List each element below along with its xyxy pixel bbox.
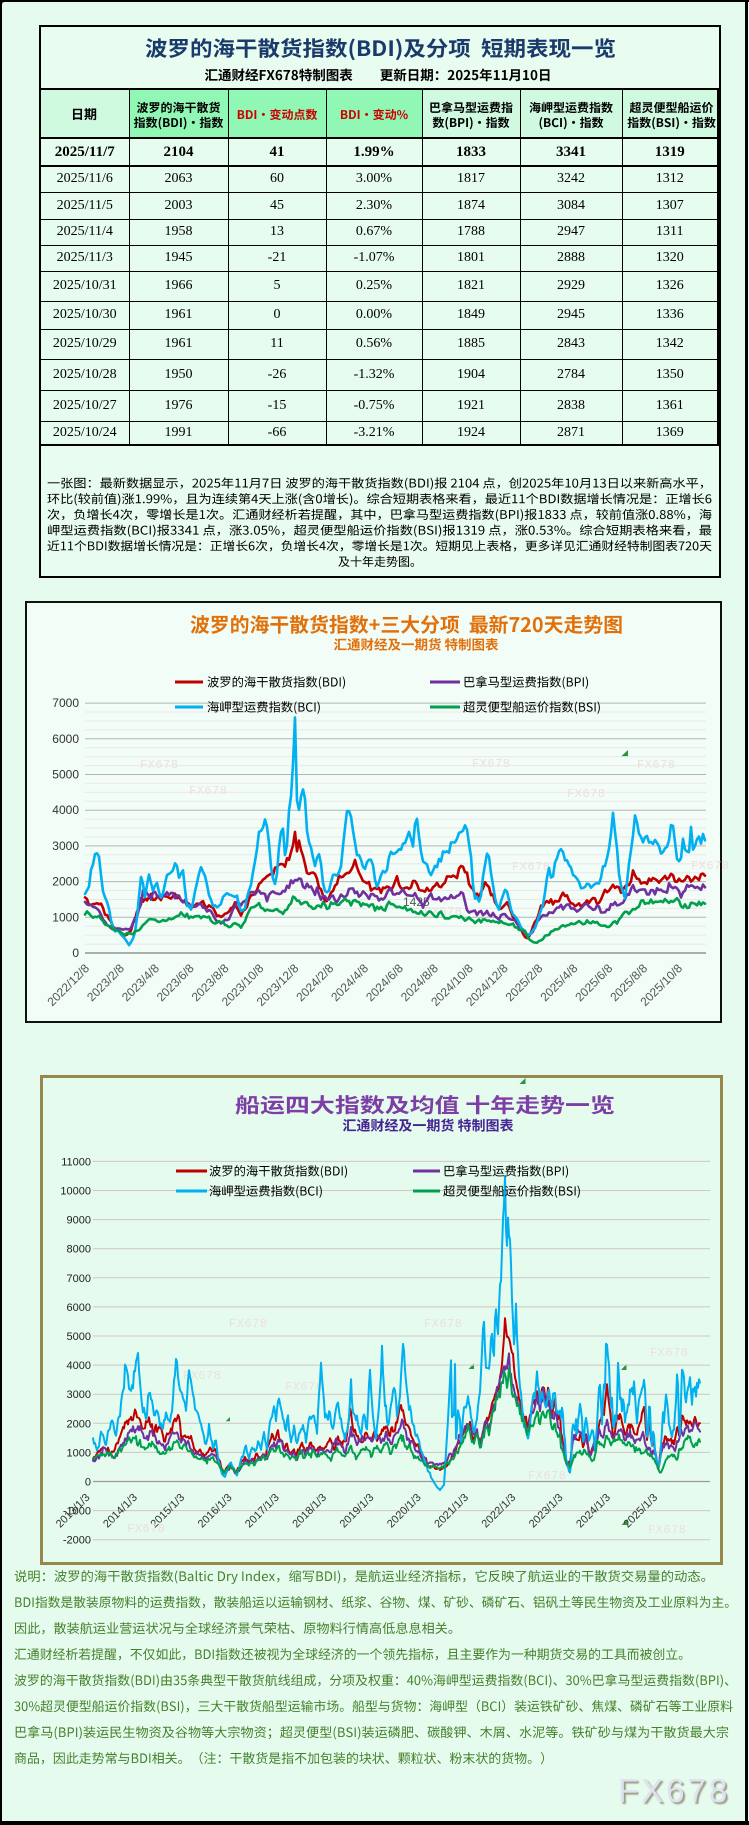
svg-text:5000: 5000 bbox=[67, 1331, 91, 1343]
svg-text:2023/6/8: 2023/6/8 bbox=[154, 961, 197, 1004]
svg-text:3000: 3000 bbox=[52, 839, 79, 853]
svg-text:2024/4/8: 2024/4/8 bbox=[328, 961, 371, 1004]
svg-text:FX678: FX678 bbox=[528, 1469, 567, 1483]
svg-text:FX678: FX678 bbox=[127, 1522, 166, 1536]
svg-text:2025/6/8: 2025/6/8 bbox=[572, 961, 615, 1004]
svg-text:2024/6/8: 2024/6/8 bbox=[363, 961, 406, 1004]
svg-text:FX678: FX678 bbox=[140, 758, 179, 772]
svg-text:FX678: FX678 bbox=[650, 1346, 689, 1360]
svg-text:2000: 2000 bbox=[67, 1418, 91, 1430]
svg-text:FX678: FX678 bbox=[648, 1523, 687, 1537]
svg-text:2022/12/8: 2022/12/8 bbox=[44, 961, 92, 1009]
svg-text:-1000: -1000 bbox=[63, 1506, 91, 1518]
svg-text:FX678: FX678 bbox=[637, 758, 676, 772]
svg-text:1000: 1000 bbox=[52, 910, 79, 924]
svg-text:0: 0 bbox=[85, 1477, 91, 1489]
svg-text:FX678: FX678 bbox=[285, 1380, 324, 1394]
svg-text:2024/2/8: 2024/2/8 bbox=[293, 961, 336, 1004]
svg-text:4000: 4000 bbox=[67, 1360, 91, 1372]
svg-text:6000: 6000 bbox=[67, 1302, 91, 1314]
svg-text:FX678: FX678 bbox=[189, 784, 228, 798]
svg-text:3000: 3000 bbox=[67, 1389, 91, 1401]
svg-text:5000: 5000 bbox=[52, 768, 79, 782]
svg-text:2023/4/8: 2023/4/8 bbox=[119, 961, 162, 1004]
svg-text:11000: 11000 bbox=[61, 1156, 91, 1168]
svg-text:2025/4/8: 2025/4/8 bbox=[537, 961, 580, 1004]
svg-text:FX678: FX678 bbox=[229, 1317, 268, 1331]
svg-text:-2000: -2000 bbox=[63, 1535, 91, 1547]
svg-text:FX678: FX678 bbox=[472, 757, 511, 771]
svg-text:FX678: FX678 bbox=[424, 1317, 463, 1331]
svg-text:4000: 4000 bbox=[52, 803, 79, 817]
svg-text:FX678: FX678 bbox=[183, 1369, 222, 1383]
svg-text:FX678: FX678 bbox=[512, 860, 551, 874]
svg-text:FX678: FX678 bbox=[567, 787, 606, 801]
svg-text:7000: 7000 bbox=[67, 1273, 91, 1285]
svg-text:8000: 8000 bbox=[67, 1244, 91, 1256]
svg-text:FX678: FX678 bbox=[691, 859, 730, 873]
svg-text:2025/2/8: 2025/2/8 bbox=[503, 961, 546, 1004]
svg-text:2023/2/8: 2023/2/8 bbox=[84, 961, 127, 1004]
svg-text:7000: 7000 bbox=[52, 696, 79, 710]
svg-text:10000: 10000 bbox=[60, 1186, 91, 1198]
svg-text:0: 0 bbox=[72, 946, 79, 960]
svg-text:6000: 6000 bbox=[52, 732, 79, 746]
svg-text:9000: 9000 bbox=[67, 1215, 91, 1227]
svg-text:1000: 1000 bbox=[67, 1447, 91, 1459]
svg-text:2000: 2000 bbox=[52, 875, 79, 889]
